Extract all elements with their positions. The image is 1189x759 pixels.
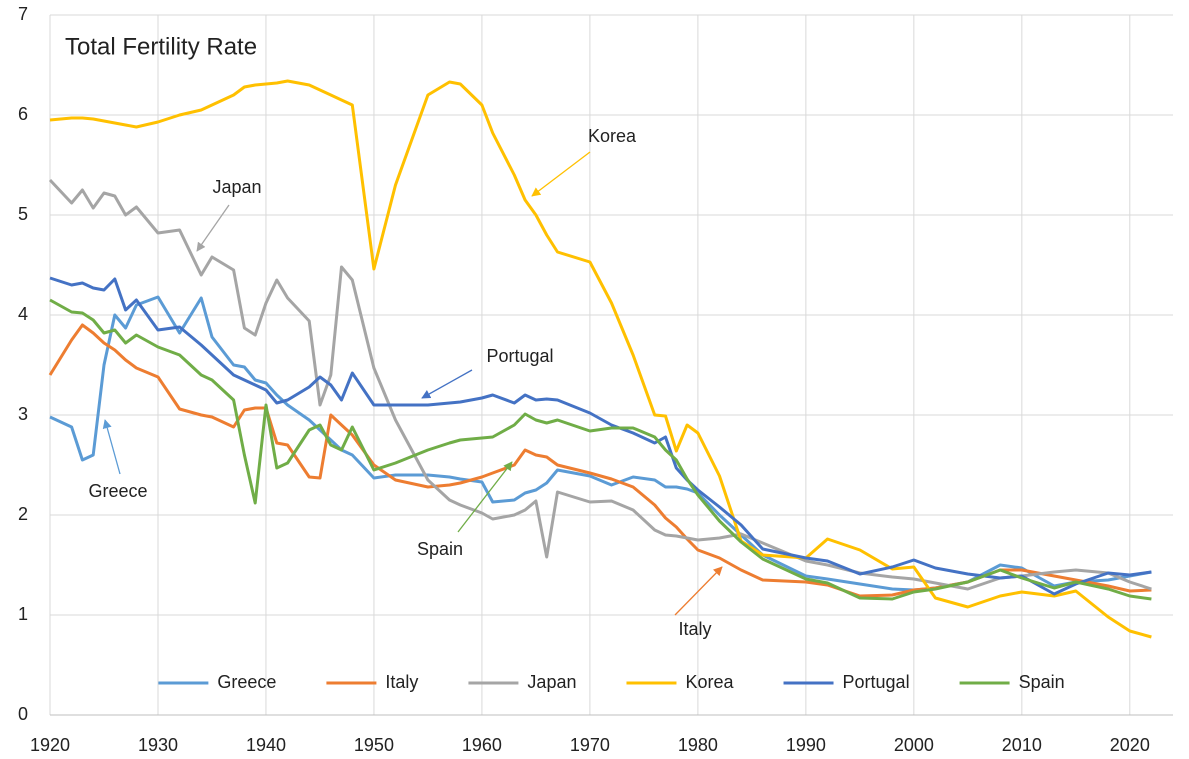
- chart-title: Total Fertility Rate: [65, 33, 257, 60]
- x-tick-label: 1920: [30, 735, 70, 755]
- x-tick-label: 1950: [354, 735, 394, 755]
- series-line: [49, 79, 1152, 639]
- x-tick-label: 1960: [462, 735, 502, 755]
- y-tick-label: 6: [18, 104, 28, 124]
- legend-label: Portugal: [843, 672, 910, 692]
- annotation: Italy: [678, 619, 711, 639]
- annotation-arrow: [531, 151, 591, 197]
- series-line: [49, 298, 1152, 601]
- series-line: [48, 323, 1152, 598]
- annotation: Portugal: [486, 346, 553, 366]
- annotation: Korea: [588, 126, 637, 146]
- y-tick-label: 7: [18, 4, 28, 24]
- y-tick-label: 4: [18, 304, 28, 324]
- annotation: Spain: [417, 539, 463, 559]
- legend-label: Spain: [1019, 672, 1065, 692]
- y-tick-label: 1: [18, 604, 28, 624]
- y-tick-label: 2: [18, 504, 28, 524]
- x-tick-label: 1970: [570, 735, 610, 755]
- series-line: [48, 178, 1152, 591]
- series-line: [49, 295, 1152, 592]
- annotation-arrow: [196, 204, 230, 252]
- x-tick-label: 1990: [786, 735, 826, 755]
- legend-label: Japan: [527, 672, 576, 692]
- annotation-arrow: [457, 461, 513, 533]
- x-tick-label: 1930: [138, 735, 178, 755]
- annotation: Greece: [88, 481, 147, 501]
- legend-label: Greece: [217, 672, 276, 692]
- x-tick-label: 2010: [1002, 735, 1042, 755]
- annotation: Japan: [212, 177, 261, 197]
- x-tick-label: 1980: [678, 735, 718, 755]
- x-tick-label: 2000: [894, 735, 934, 755]
- legend: Greece Italy Japan Korea Portugal Spain: [158, 672, 1065, 692]
- y-tick-label: 5: [18, 204, 28, 224]
- annotation-arrow: [674, 566, 723, 616]
- y-tick-label: 3: [18, 404, 28, 424]
- x-tick-label: 1940: [246, 735, 286, 755]
- series-line: [49, 276, 1152, 596]
- x-tick-label: 2020: [1110, 735, 1150, 755]
- legend-label: Korea: [685, 672, 734, 692]
- annotation-arrow: [102, 419, 121, 475]
- annotation-arrow: [421, 369, 473, 399]
- legend-label: Italy: [385, 672, 418, 692]
- y-tick-label: 0: [18, 704, 28, 724]
